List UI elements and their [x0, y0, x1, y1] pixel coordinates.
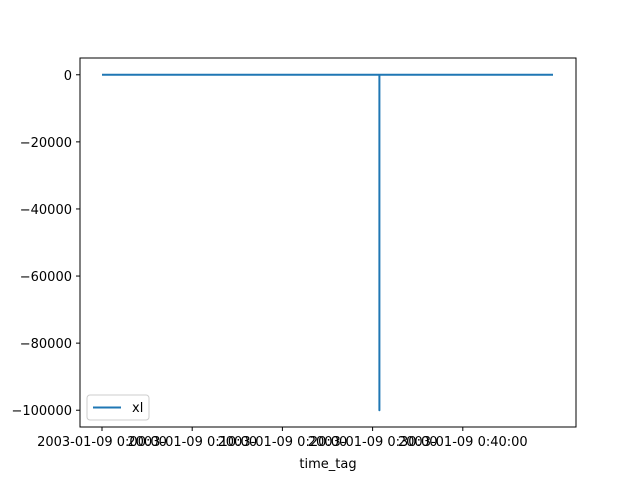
plot-area — [80, 58, 576, 427]
x-tick-label: 2003-01-09 0:10:00 — [127, 435, 257, 450]
legend: xl — [86, 394, 150, 421]
series-line-xl — [102, 73, 553, 412]
y-tick-label: −60000 — [20, 270, 72, 285]
x-tick-label: 2003-01-09 0:00:00 — [37, 435, 167, 450]
x-tick-label: 2003-01-09 0:20:00 — [218, 435, 348, 450]
legend-label: xl — [132, 401, 143, 416]
y-axis: 0 −20000 −40000 −60000 −80000 −100000 — [11, 69, 80, 419]
x-tick-label: 2003-01-09 0:30:00 — [308, 435, 438, 450]
plot-frame — [79, 57, 577, 428]
series-layer — [102, 73, 553, 412]
y-tick-label: −100000 — [11, 404, 72, 419]
y-tick-label: −20000 — [20, 136, 72, 151]
x-tick-label: 2003-01-09 0:40:00 — [398, 435, 528, 450]
x-axis-title: time_tag — [299, 457, 356, 472]
y-tick-label: −40000 — [20, 203, 72, 218]
y-tick-label: 0 — [64, 69, 72, 84]
y-tick-label: −80000 — [20, 337, 72, 352]
